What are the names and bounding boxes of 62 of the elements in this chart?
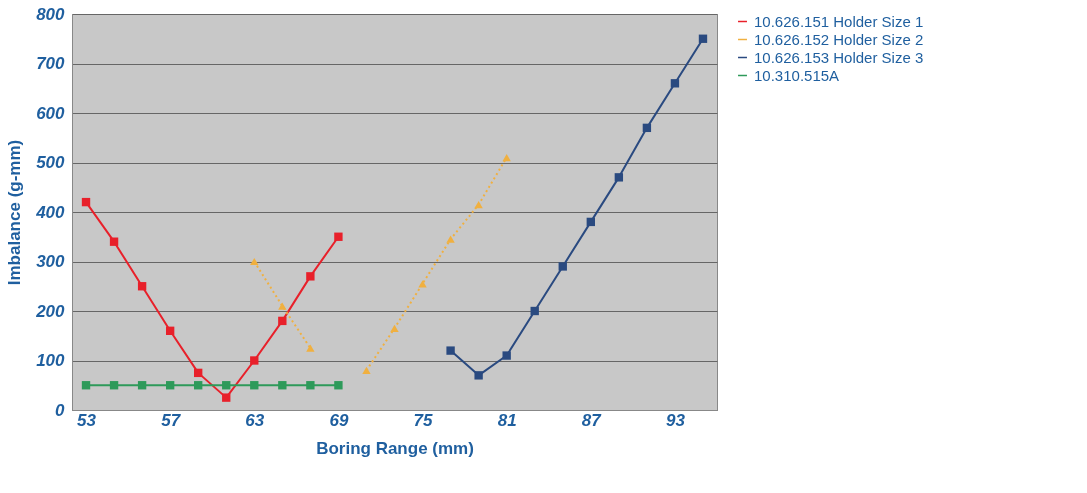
point bbox=[306, 381, 315, 390]
point bbox=[250, 381, 259, 390]
y-tick-label: 600 bbox=[36, 103, 66, 123]
point bbox=[474, 371, 483, 380]
point bbox=[390, 324, 399, 332]
point bbox=[558, 262, 567, 271]
point bbox=[165, 381, 175, 390]
point bbox=[306, 344, 315, 352]
point bbox=[194, 381, 203, 390]
x-tick-label: 57 bbox=[161, 410, 182, 430]
y-tick-label: 300 bbox=[36, 252, 66, 271]
point bbox=[614, 173, 624, 182]
point bbox=[250, 257, 259, 266]
y-tick-label: 800 bbox=[36, 4, 66, 24]
y-tick-label: 100 bbox=[36, 351, 66, 370]
x-tick-label: 87 bbox=[581, 410, 603, 430]
point bbox=[530, 306, 539, 316]
point bbox=[474, 200, 483, 209]
point bbox=[418, 280, 427, 288]
point bbox=[446, 235, 455, 243]
y-axis-title: Imbalance (g-mm) bbox=[5, 139, 25, 286]
point bbox=[278, 302, 287, 310]
point bbox=[698, 34, 708, 43]
point bbox=[446, 346, 455, 355]
point bbox=[362, 366, 371, 375]
y-tick-label: 0 bbox=[55, 400, 66, 420]
point bbox=[278, 381, 287, 390]
x-tick-label: 69 bbox=[329, 410, 349, 430]
point bbox=[306, 272, 315, 281]
y-tick-label: 400 bbox=[35, 202, 66, 222]
point bbox=[334, 381, 343, 390]
x-tick-label: 93 bbox=[665, 410, 686, 430]
point bbox=[222, 381, 231, 390]
point bbox=[642, 123, 652, 133]
legend-label: 10.626.151 Holder Size 1 bbox=[754, 12, 924, 30]
x-tick-label: 81 bbox=[497, 410, 517, 430]
point bbox=[81, 381, 91, 390]
point bbox=[278, 316, 287, 326]
point bbox=[502, 153, 511, 162]
point bbox=[137, 282, 147, 291]
y-tick-label: 200 bbox=[35, 301, 66, 321]
x-axis-title: Boring Range (mm) bbox=[316, 438, 474, 458]
point bbox=[586, 217, 595, 227]
x-tick-label: 63 bbox=[245, 410, 265, 430]
point bbox=[109, 381, 119, 390]
point bbox=[165, 326, 175, 335]
point bbox=[81, 197, 91, 207]
point bbox=[334, 232, 343, 241]
point bbox=[109, 237, 119, 246]
point bbox=[250, 356, 259, 365]
y-tick-label: 500 bbox=[36, 153, 66, 172]
point bbox=[502, 351, 511, 360]
point bbox=[222, 393, 231, 402]
x-tick-label: 75 bbox=[413, 410, 434, 430]
legend-label: 10.626.153 Holder Size 3 bbox=[754, 48, 924, 66]
point bbox=[194, 368, 203, 378]
point bbox=[670, 79, 680, 88]
legend-label: 10.310.515A bbox=[754, 66, 840, 84]
y-tick-label: 700 bbox=[36, 54, 66, 73]
x-tick-label: 53 bbox=[77, 410, 97, 430]
point bbox=[137, 381, 147, 390]
legend-label: 10.626.152 Holder Size 2 bbox=[754, 30, 924, 48]
